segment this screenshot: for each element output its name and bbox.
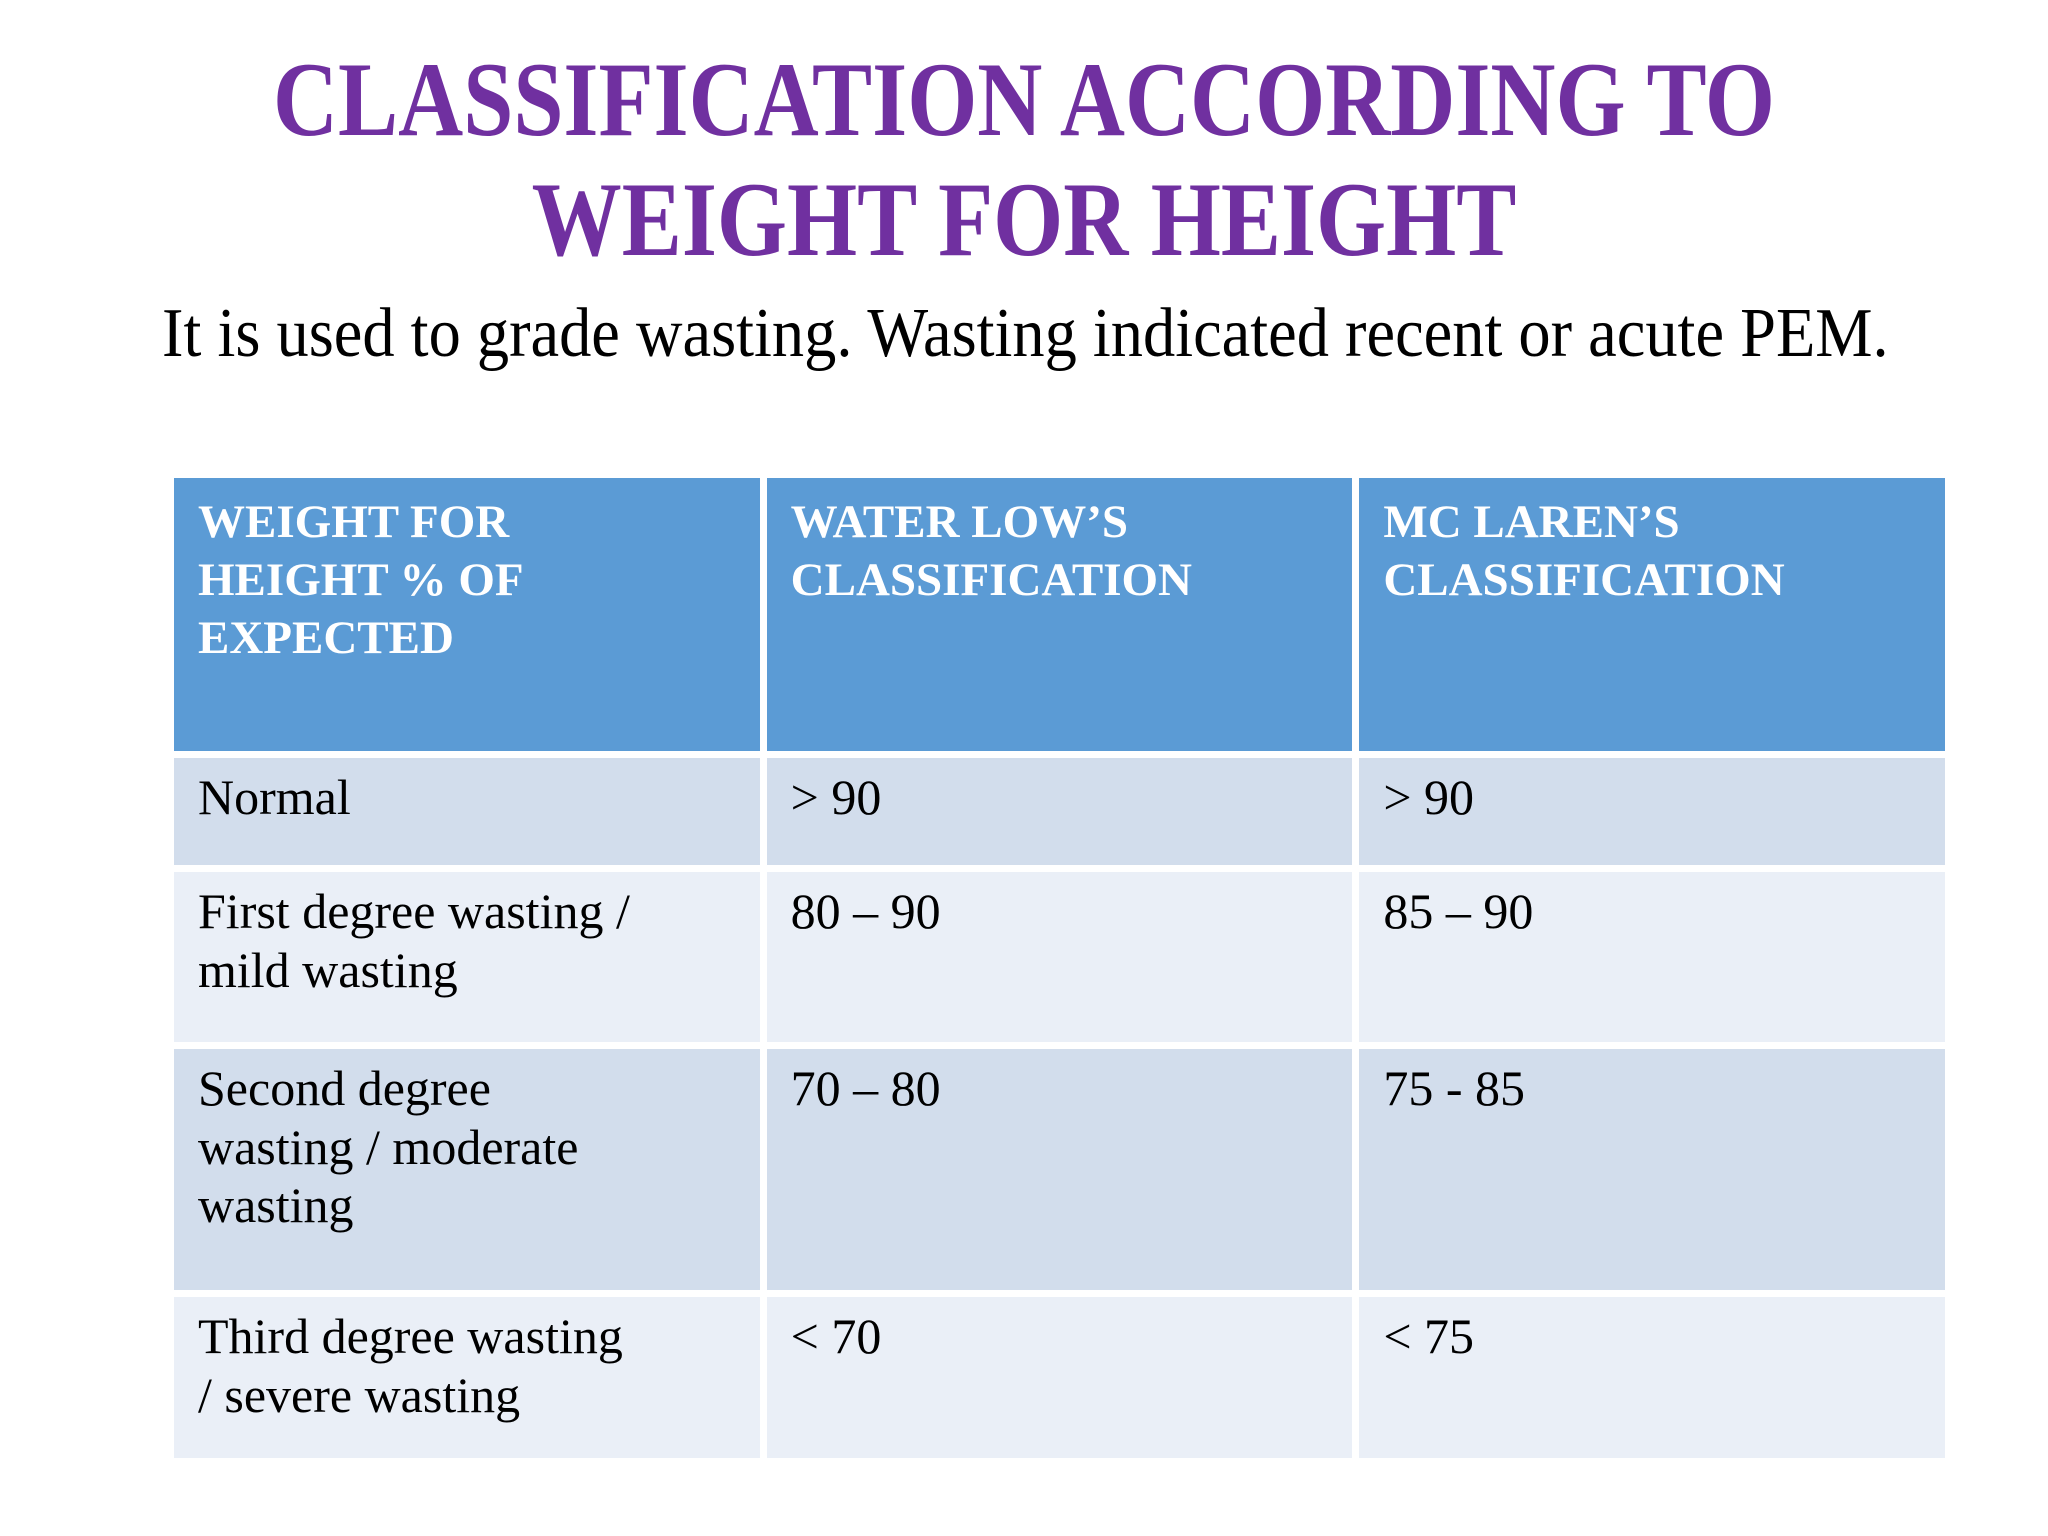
row-second-degree-label: Second degree wasting / moderate wasting — [174, 1049, 760, 1290]
cell-line: Third degree wasting — [198, 1308, 623, 1364]
row-second-degree-mclaren-value: 75 - 85 — [1359, 1049, 1945, 1290]
page-title-line-1: CLASSIFICATION ACCORDING TO — [272, 41, 1776, 158]
header-cell-mclaren: MC LAREN’S CLASSIFICATION — [1359, 478, 1945, 751]
header-line: CLASSIFICATION — [1383, 553, 1785, 606]
cell-line: mild wasting — [198, 941, 458, 998]
cell-line: Second degree — [198, 1060, 491, 1116]
cell-line: First degree wasting / — [198, 883, 630, 939]
header-line: HEIGHT % OF — [198, 553, 524, 606]
header-cell-weight-for-height: WEIGHT FOR HEIGHT % OF EXPECTED — [174, 478, 760, 751]
cell-line: wasting / moderate — [198, 1118, 579, 1175]
header-cell-waterlow: WATER LOW’S CLASSIFICATION — [766, 478, 1353, 751]
header-line: WEIGHT FOR — [198, 496, 510, 548]
row-normal-mclaren-value: > 90 — [1359, 758, 1945, 865]
header-line: MC LAREN’S — [1383, 496, 1680, 548]
row-third-degree-waterlow-value: < 70 — [766, 1297, 1353, 1458]
row-normal-label: Normal — [174, 758, 760, 865]
header-line: CLASSIFICATION — [790, 553, 1192, 606]
row-third-degree-mclaren-value: < 75 — [1359, 1297, 1945, 1458]
header-line: WATER LOW’S — [790, 496, 1128, 548]
row-normal-waterlow-value: > 90 — [766, 758, 1353, 865]
intro-paragraph: It is used to grade wasting. Wasting ind… — [162, 295, 1889, 372]
cell-line: / severe wasting — [198, 1366, 521, 1423]
classification-table: WEIGHT FOR HEIGHT % OF EXPECTED WATER LO… — [174, 478, 1945, 1458]
row-first-degree-waterlow-value: 80 – 90 — [766, 872, 1353, 1042]
row-first-degree-label: First degree wasting / mild wasting — [174, 872, 760, 1042]
cell-line: wasting — [198, 1177, 354, 1233]
row-first-degree-mclaren-value: 85 – 90 — [1359, 872, 1945, 1042]
row-third-degree-label: Third degree wasting / severe wasting — [174, 1297, 760, 1458]
header-line: EXPECTED — [198, 611, 454, 664]
page-title: CLASSIFICATION ACCORDING TO WEIGHT FOR H… — [154, 40, 1895, 280]
row-second-degree-waterlow-value: 70 – 80 — [766, 1049, 1353, 1290]
page-title-line-2: WEIGHT FOR HEIGHT — [531, 160, 1517, 278]
cell-line: Normal — [198, 769, 351, 825]
